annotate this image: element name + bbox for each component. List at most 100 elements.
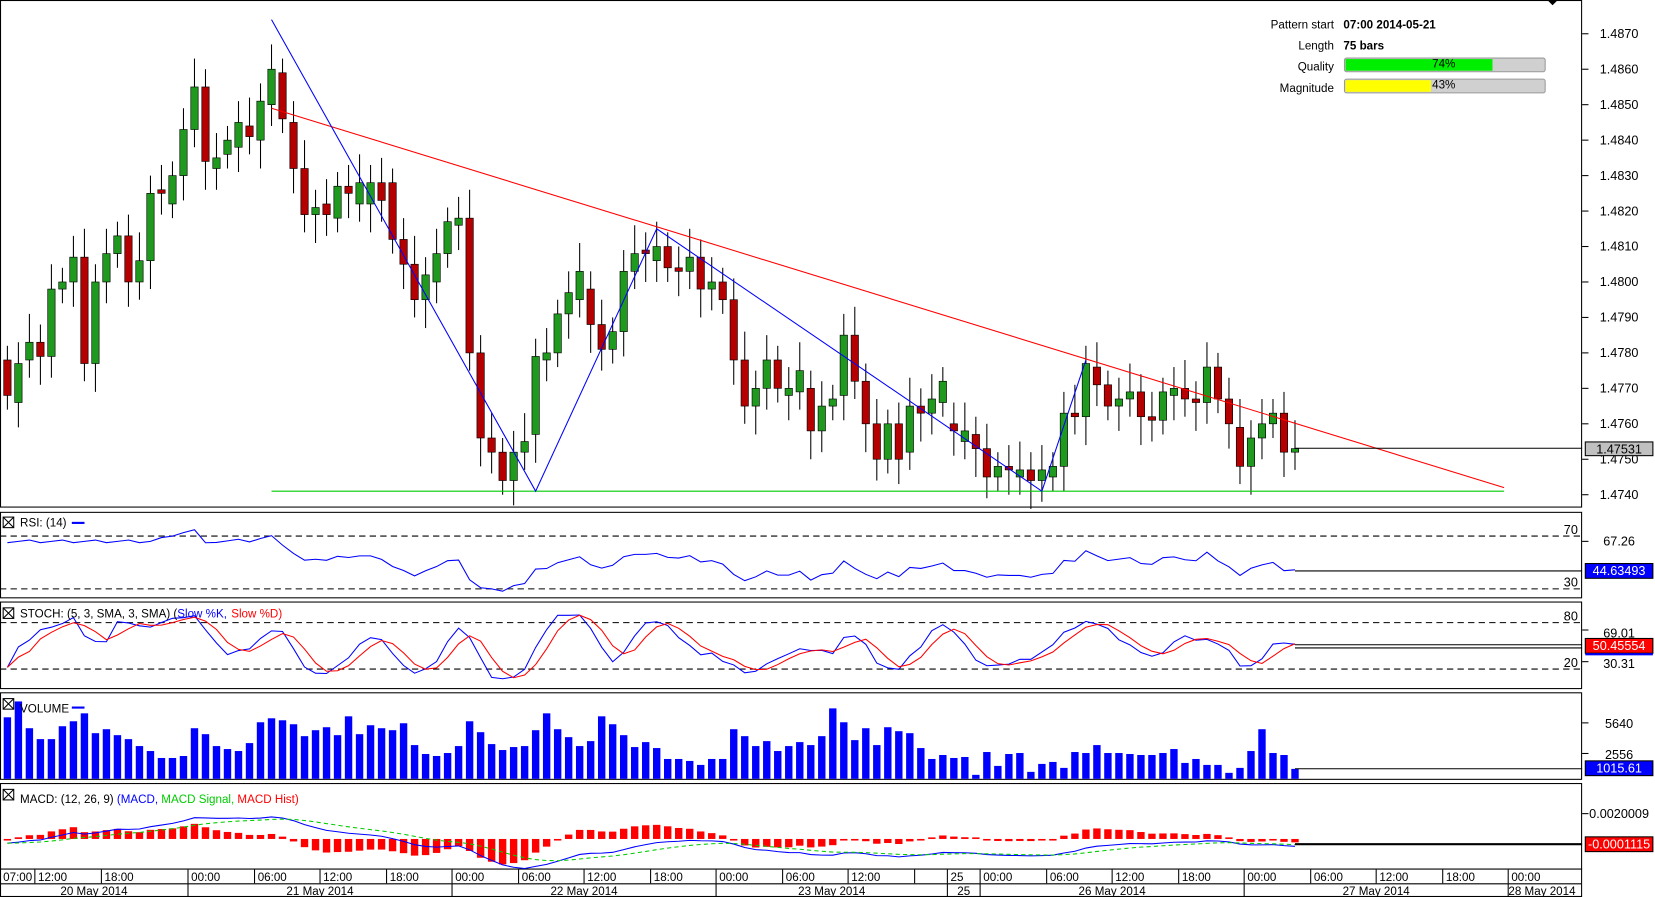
current-price-label: 1.47531	[1596, 443, 1642, 457]
macd-hist-bar	[1038, 838, 1046, 841]
macd-hist-bar	[25, 835, 34, 839]
bullish-candle	[168, 175, 177, 205]
macd-hist-bar	[333, 838, 342, 853]
bearish-candle	[1103, 384, 1112, 407]
volume-bar	[179, 755, 188, 779]
volume-bar	[851, 740, 859, 779]
bullish-candle	[927, 398, 936, 414]
macd-hist-bar	[91, 831, 100, 839]
date-label: 22 May 2014	[550, 885, 618, 897]
macd-hist-bar	[1291, 838, 1299, 843]
macd-hist-bar	[245, 834, 254, 839]
volume-bar	[542, 713, 551, 779]
rsi-panel: RSI: (14) 70 30 67.26 44.63493	[0, 516, 1654, 592]
volume-bar	[1038, 763, 1046, 779]
macd-hist-bar	[719, 835, 727, 839]
dropdown-arrow-icon[interactable]	[1547, 0, 1558, 6]
bearish-candle	[300, 168, 309, 215]
macd-hist-bar	[476, 838, 485, 858]
bearish-candle	[80, 256, 89, 364]
volume-bar	[1148, 754, 1156, 779]
bearish-candle	[487, 437, 496, 453]
volume-bar	[498, 750, 507, 779]
volume-bar	[520, 746, 529, 779]
volume-bar	[300, 736, 309, 779]
bearish-candle	[1070, 412, 1079, 418]
macd-hist-bar	[14, 837, 23, 839]
bullish-candle	[113, 235, 122, 254]
price-tick-label: 1.4800	[1600, 275, 1639, 289]
bullish-candle	[652, 246, 661, 262]
bullish-candle	[58, 281, 67, 290]
volume-bar	[1093, 745, 1101, 779]
macd-hist-bar	[1258, 838, 1266, 842]
macd-hist-bar	[1071, 833, 1079, 839]
volume-bar	[135, 746, 144, 779]
volume-bar	[1159, 753, 1167, 779]
volume-bar	[829, 708, 837, 779]
bullish-candle	[883, 423, 892, 460]
pattern-lines	[271, 19, 1505, 493]
macd-hist-bar	[520, 838, 529, 861]
volume-bar	[1269, 753, 1277, 779]
macd-hist-bar	[3, 838, 12, 841]
time-tick-label: 00:00	[1247, 871, 1276, 884]
macd-hist-bar	[972, 837, 980, 839]
bearish-candle	[971, 434, 980, 449]
macd-hist-bar	[212, 830, 221, 839]
macd-hist-bar	[1280, 838, 1288, 842]
price-tick-label: 1.4780	[1600, 346, 1639, 360]
bearish-candle	[718, 281, 727, 301]
volume-bar	[840, 722, 848, 779]
bullish-candle	[256, 100, 265, 141]
macd-hist-bar	[289, 838, 298, 842]
volume-bar	[608, 724, 617, 779]
bearish-candle	[388, 182, 397, 240]
time-tick-label: 00:00	[191, 871, 220, 884]
time-tick-label: 06:00	[1050, 871, 1079, 884]
macd-hist-bar	[697, 831, 705, 839]
bullish-candle	[366, 182, 375, 205]
bearish-candle	[872, 423, 881, 460]
volume-bar	[91, 733, 100, 779]
macd-hist-bar	[862, 838, 870, 842]
volume-bars	[3, 701, 1299, 779]
volume-bar	[388, 730, 397, 779]
bearish-candle	[729, 299, 738, 361]
volume-bar	[1115, 753, 1123, 779]
macd-hist-bar	[564, 834, 573, 839]
volume-bar	[245, 743, 254, 779]
macd-hist-bar	[807, 838, 815, 848]
macd-hist-bar	[410, 838, 419, 856]
rsi-level-30: 30	[1564, 576, 1578, 590]
macd-hist-bar	[1269, 838, 1277, 841]
bullish-candle	[795, 370, 804, 393]
price-tick-label: 1.4760	[1600, 417, 1639, 431]
volume-bar	[961, 756, 969, 779]
volume-bar	[719, 758, 727, 779]
macd-hist-bar	[1104, 829, 1112, 839]
volume-bar	[124, 739, 133, 779]
rsi-label: RSI: (14)	[20, 517, 67, 530]
bearish-candle	[1147, 416, 1156, 421]
macd-hist-bar	[69, 827, 78, 839]
macd-hist-bar	[366, 838, 375, 850]
macd-signal-legend: MACD Signal,	[161, 793, 234, 806]
time-tick-label: 12:00	[851, 871, 880, 884]
bearish-candle	[245, 125, 254, 137]
bullish-candle	[25, 341, 34, 361]
macd-hist-bar	[377, 838, 386, 850]
volume-bar	[564, 737, 573, 779]
time-tick-label: 00:00	[455, 871, 484, 884]
macd-hist-bar	[608, 831, 617, 839]
volume-bar	[267, 718, 276, 779]
length-value: 75 bars	[1343, 40, 1384, 53]
macd-hist-bar	[509, 838, 518, 864]
stoch-tick-high: 69.01	[1603, 626, 1635, 640]
volume-label: VOLUME	[20, 702, 69, 715]
stoch-current-value: 50.45554	[1593, 639, 1646, 653]
bullish-candle	[47, 288, 56, 357]
volume-bar	[14, 701, 23, 779]
macd-tick: 0.0020009	[1589, 807, 1649, 821]
